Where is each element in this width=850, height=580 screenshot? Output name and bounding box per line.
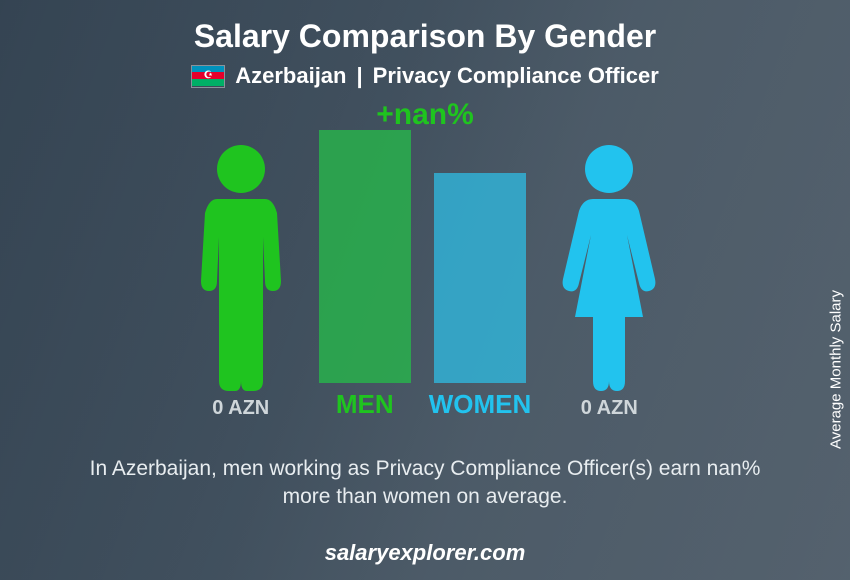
men-value: 0 AZN bbox=[212, 397, 269, 420]
men-bar-label: MEN bbox=[336, 389, 394, 420]
country-flag-icon: ☪ bbox=[191, 65, 225, 88]
role-name: Privacy Compliance Officer bbox=[373, 63, 659, 89]
women-bar bbox=[434, 173, 526, 383]
caption-text: In Azerbaijan, men working as Privacy Co… bbox=[0, 455, 850, 512]
women-icon-column: 0 AZN bbox=[549, 130, 669, 420]
y-axis-label: Average Monthly Salary bbox=[828, 290, 845, 449]
subtitle-row: ☪ Azerbaijan | Privacy Compliance Office… bbox=[0, 63, 850, 89]
men-icon-column: 0 AZN bbox=[181, 130, 301, 420]
flag-emblem: ☪ bbox=[204, 71, 213, 81]
footer-credit: salaryexplorer.com bbox=[0, 540, 850, 566]
separator: | bbox=[356, 63, 362, 89]
chart-area: 0 AZN MEN WOMEN 0 AZN bbox=[0, 130, 850, 420]
women-value: 0 AZN bbox=[581, 397, 638, 420]
female-icon bbox=[549, 141, 669, 391]
difference-badge: +nan% bbox=[376, 98, 474, 132]
women-bar-label: WOMEN bbox=[429, 389, 532, 420]
country-name: Azerbaijan bbox=[235, 63, 346, 89]
main-title: Salary Comparison By Gender bbox=[0, 0, 850, 55]
men-bar-column: MEN bbox=[319, 130, 411, 420]
women-bar-column: WOMEN bbox=[429, 130, 532, 420]
men-bar bbox=[319, 130, 411, 383]
infographic-container: Salary Comparison By Gender ☪ Azerbaijan… bbox=[0, 0, 850, 580]
male-icon bbox=[181, 141, 301, 391]
